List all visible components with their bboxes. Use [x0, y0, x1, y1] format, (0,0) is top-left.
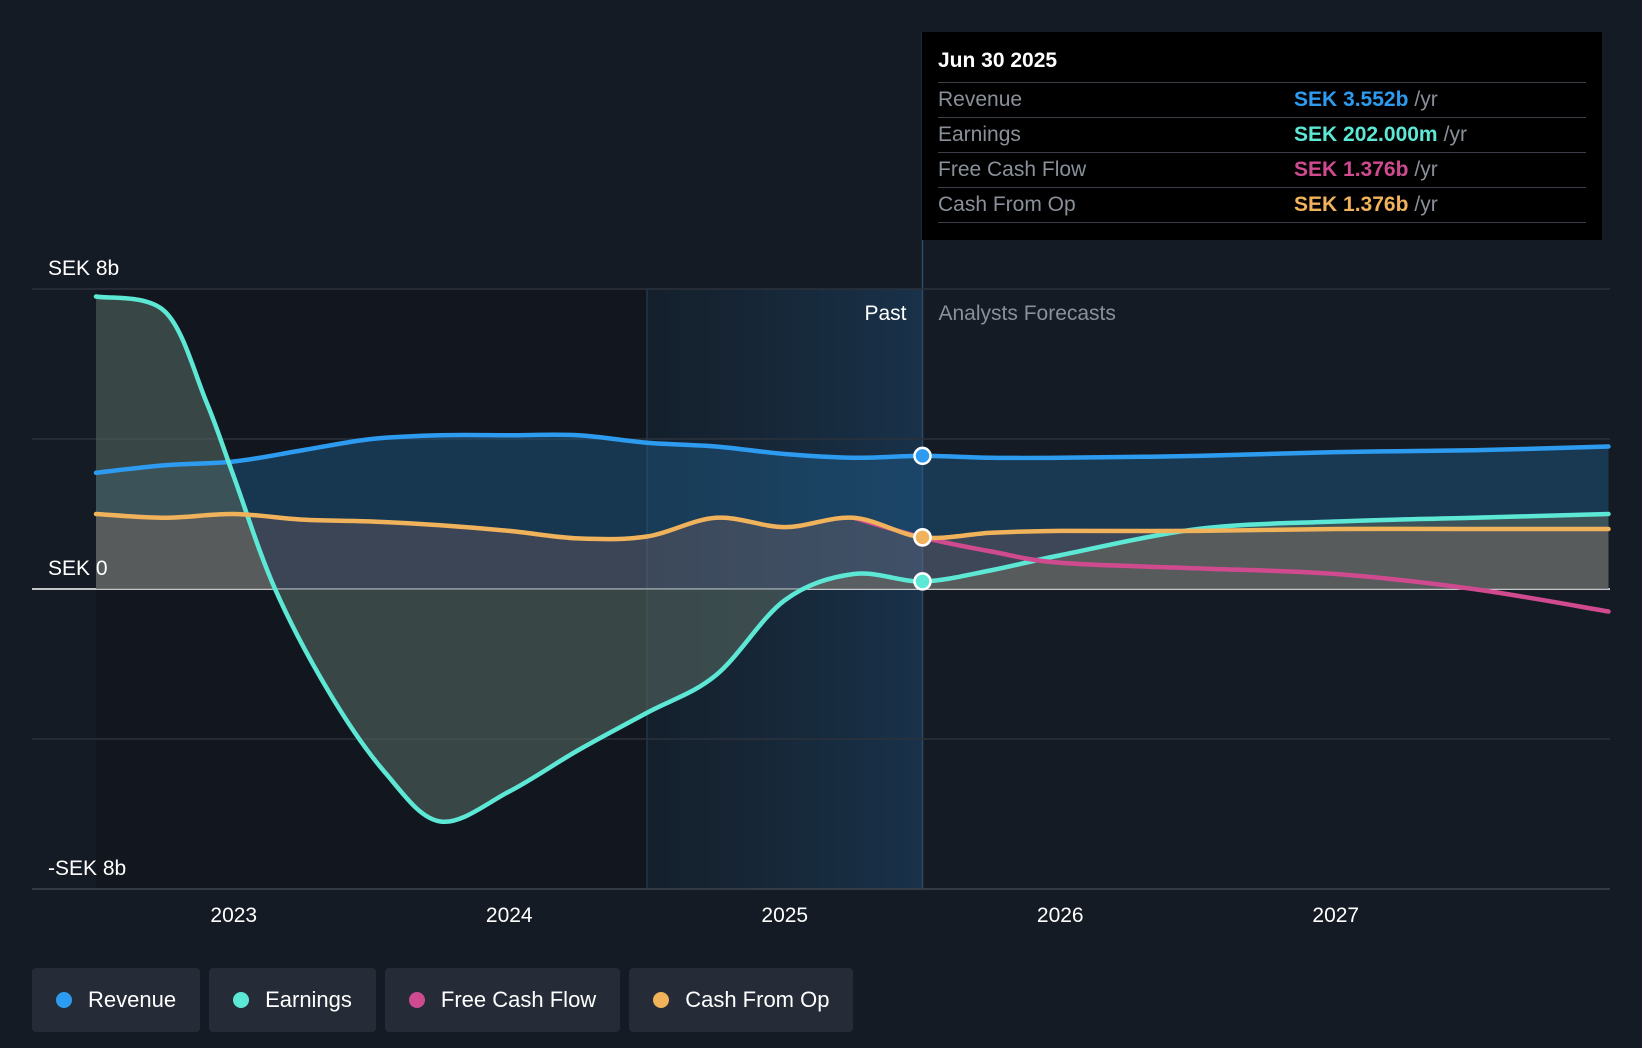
tooltip-row-free-cash-flow: Free Cash Flow SEK 1.376b /yr — [938, 153, 1586, 188]
tooltip-value: SEK 3.552b — [1294, 88, 1409, 111]
tooltip-unit: /yr — [1414, 88, 1438, 111]
legend-label: Free Cash Flow — [440, 987, 597, 1012]
cash-from-op-marker — [913, 528, 932, 547]
legend-dot-icon — [56, 992, 72, 1008]
tooltip-row-revenue: Revenue SEK 3.552b /yr — [938, 83, 1586, 118]
forecast-label: Analysts Forecasts — [939, 302, 1116, 325]
tooltip-value: SEK 202.000m — [1294, 123, 1438, 146]
tooltip-unit: /yr — [1414, 158, 1438, 181]
earnings-marker — [913, 572, 932, 591]
tooltip-label: Cash From Op — [938, 193, 1076, 216]
legend-dot-icon — [653, 992, 670, 1008]
legend: Revenue Earnings Free Cash Flow Cash Fro… — [32, 968, 854, 1032]
legend-item-earnings[interactable]: Earnings — [209, 968, 376, 1032]
past-label: Past — [864, 302, 906, 325]
tooltip-panel: Jun 30 2025 Revenue SEK 3.552b /yr Earni… — [922, 32, 1602, 240]
x-tick-label: 2025 — [761, 904, 808, 927]
legend-dot-icon — [233, 992, 250, 1008]
tooltip-label: Revenue — [938, 88, 1023, 111]
tooltip-date: Jun 30 2025 — [938, 46, 1586, 83]
legend-label: Earnings — [265, 987, 352, 1012]
y-tick-label: -SEK 8b — [48, 857, 126, 880]
legend-item-free-cash-flow[interactable]: Free Cash Flow — [384, 968, 621, 1032]
x-tick-label: 2027 — [1312, 904, 1359, 927]
legend-label: Revenue — [88, 987, 177, 1012]
tooltip-row-earnings: Earnings SEK 202.000m /yr — [938, 118, 1586, 153]
tooltip-unit: /yr — [1443, 123, 1467, 146]
tooltip-label: Free Cash Flow — [938, 158, 1087, 181]
y-tick-label: SEK 0 — [48, 557, 108, 580]
revenue-marker — [913, 446, 932, 466]
legend-item-revenue[interactable]: Revenue — [32, 968, 201, 1032]
earnings-area — [96, 296, 1609, 822]
tooltip-label: Earnings — [938, 123, 1021, 146]
revenue-line — [93, 432, 1611, 475]
legend-dot-icon — [408, 992, 425, 1008]
legend-label: Cash From Op — [685, 987, 830, 1012]
tooltip-value: SEK 1.376b — [1294, 158, 1409, 181]
revenue-area — [96, 434, 1609, 589]
x-tick-label: 2023 — [210, 904, 257, 927]
legend-item-cash-from-op[interactable]: Cash From Op — [629, 968, 854, 1032]
free-cash-flow-line — [851, 515, 1611, 614]
tooltip-value: SEK 1.376b — [1294, 193, 1409, 216]
x-tick-label: 2026 — [1037, 904, 1084, 927]
y-tick-label: SEK 8b — [48, 257, 119, 280]
earnings-negative-area — [96, 296, 1609, 822]
x-tick-label: 2024 — [486, 904, 533, 927]
tooltip-unit: /yr — [1414, 193, 1438, 216]
tooltip-row-cash-from-op: Cash From Op SEK 1.376b /yr — [938, 188, 1586, 223]
cash-from-op-line — [93, 511, 1611, 542]
